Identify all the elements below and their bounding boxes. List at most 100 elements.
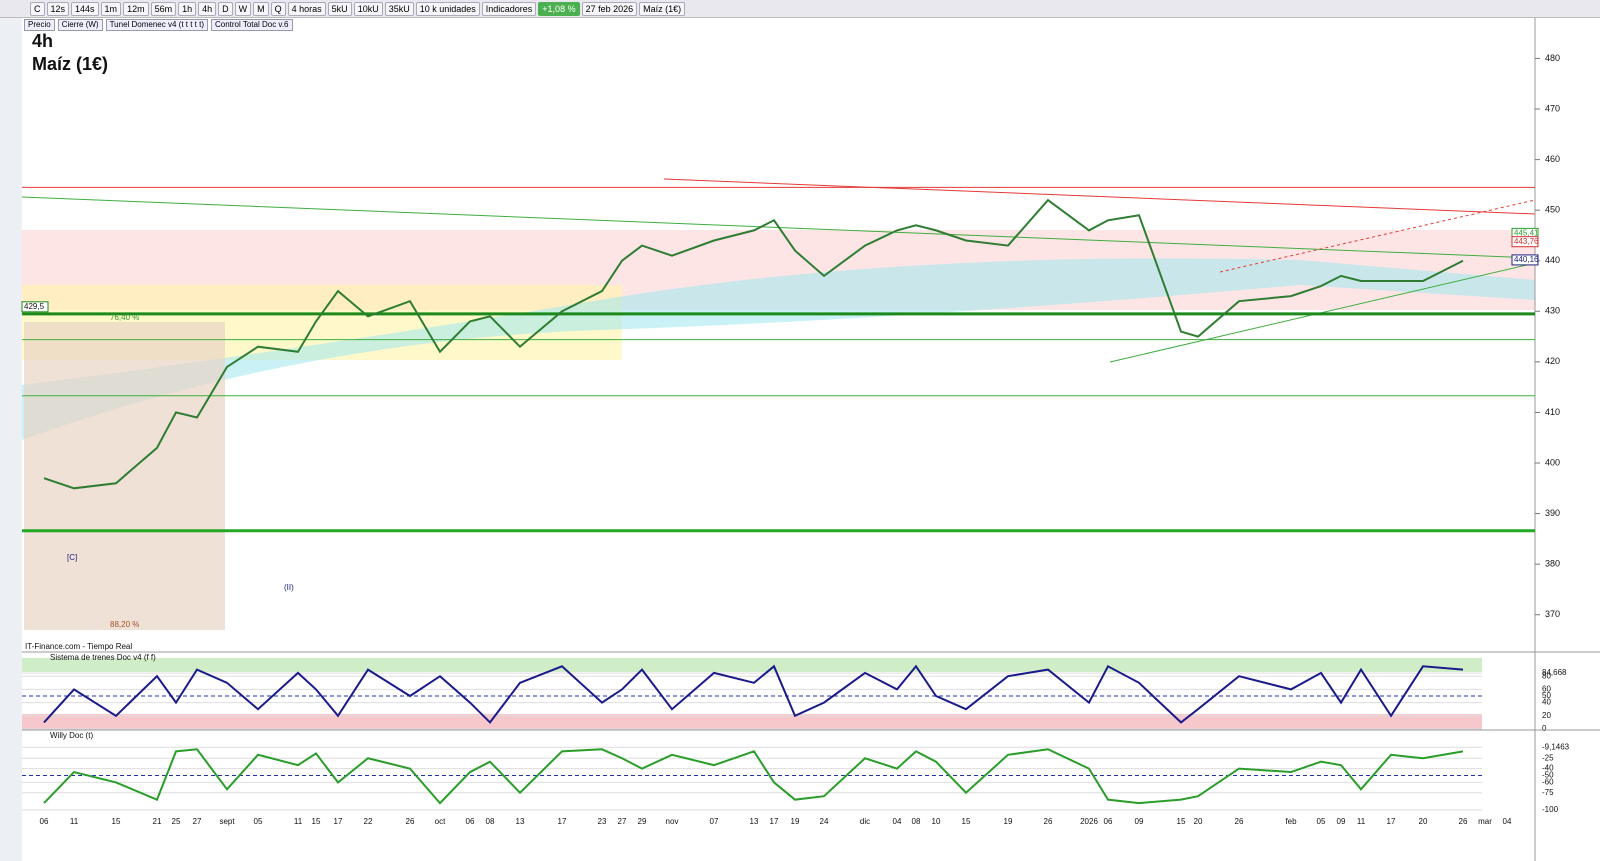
y-tick-label: 40 xyxy=(1542,698,1551,707)
x-tick-label: 17 xyxy=(770,817,779,826)
trendline xyxy=(663,178,1536,215)
panel-title: Sistema de trenes Doc v4 (f f) xyxy=(50,653,156,662)
x-tick-label: 10 xyxy=(932,817,941,826)
y-tick-label: 440 xyxy=(1545,255,1560,265)
x-tick-label: 2026 xyxy=(1080,817,1098,826)
band xyxy=(22,258,1535,440)
x-tick-label: 13 xyxy=(750,817,759,826)
toolbar-button[interactable]: 35kU xyxy=(384,1,414,16)
toolbar-button[interactable]: 56m xyxy=(150,1,177,16)
x-tick-label: 17 xyxy=(1387,817,1396,826)
x-tick-label: 08 xyxy=(912,817,921,826)
toolbar-button[interactable]: 4 horas xyxy=(287,1,326,16)
x-tick-label: sept xyxy=(219,817,235,826)
price-tag xyxy=(1511,254,1539,266)
x-tick-label: 07 xyxy=(710,817,719,826)
x-tick-label: 15 xyxy=(1177,817,1186,826)
x-tick-label: 26 xyxy=(406,817,415,826)
toolbar-button[interactable]: M xyxy=(253,1,269,16)
y-tick-label: 430 xyxy=(1545,306,1560,316)
x-tick-label: 15 xyxy=(312,817,321,826)
annotation: (II) xyxy=(284,583,294,592)
x-tick-label: 15 xyxy=(962,817,971,826)
x-tick-label: 08 xyxy=(486,817,495,826)
price-change: +1,08 % xyxy=(538,1,580,16)
price-tag xyxy=(21,301,49,313)
x-tick-label: 09 xyxy=(1135,817,1144,826)
annotation: 76,40 % xyxy=(110,313,139,322)
side-toolbar xyxy=(0,18,22,861)
y-tick-label: 400 xyxy=(1545,457,1560,467)
annotation: 88,20 % xyxy=(110,620,139,629)
x-tick-label: 06 xyxy=(466,817,475,826)
price-line xyxy=(43,198,1464,490)
toolbar-button[interactable]: 10kU xyxy=(353,1,383,16)
x-tick-label: 04 xyxy=(1503,817,1512,826)
level-label: 429,5 xyxy=(24,302,45,311)
toolbar-button[interactable]: 144s xyxy=(71,1,99,16)
x-tick-label: 17 xyxy=(334,817,343,826)
toolbar-button[interactable]: 4h xyxy=(198,1,217,16)
legend-entry[interactable]: Tunel Domenec v4 (t t t t t) xyxy=(105,19,208,31)
legend-entry[interactable]: Cierre (W) xyxy=(57,19,103,31)
oscillator-line xyxy=(43,748,1464,805)
zone-low xyxy=(22,714,1482,729)
toolbar-button[interactable]: Q xyxy=(270,1,286,16)
y-tick-label: 60 xyxy=(1542,685,1551,694)
x-tick-label: feb xyxy=(1285,817,1297,826)
price-tag xyxy=(1511,236,1539,248)
legend-entry[interactable]: Control Total Doc v.6 xyxy=(210,19,293,31)
y-tick-label: 450 xyxy=(1545,205,1560,215)
oscillator-line xyxy=(43,664,1464,724)
y-tick-label: 460 xyxy=(1545,154,1560,164)
x-tick-label: 25 xyxy=(172,817,181,826)
x-tick-label: 24 xyxy=(820,817,829,826)
x-tick-label: 26 xyxy=(1459,817,1468,826)
toolbar-button[interactable]: C xyxy=(30,1,45,16)
y-tick-label: -9,1463 xyxy=(1542,742,1570,751)
x-tick-label: 09 xyxy=(1337,817,1346,826)
x-tick-label: 23 xyxy=(598,817,607,826)
y-tick-label: 84,668 xyxy=(1542,668,1567,677)
x-tick-label: 27 xyxy=(193,817,202,826)
toolbar-button[interactable]: Indicadores xyxy=(481,1,537,16)
x-tick-label: 20 xyxy=(1419,817,1428,826)
y-tick-label: -50 xyxy=(1542,771,1554,780)
x-tick-label: 11 xyxy=(70,817,79,826)
x-tick-label: 06 xyxy=(40,817,49,826)
x-tick-label: 06 xyxy=(1104,817,1113,826)
toolbar-button[interactable]: W xyxy=(234,1,252,16)
toolbar-button[interactable]: 10 k unidades xyxy=(415,1,480,16)
toolbar-button[interactable]: 1m xyxy=(100,1,122,16)
y-tick-label: 370 xyxy=(1545,609,1560,619)
panel-title: Willy Doc (t) xyxy=(50,731,93,740)
y-tick-label: -40 xyxy=(1542,764,1554,773)
instrument: Maíz (1€) xyxy=(639,1,686,16)
x-tick-label: 19 xyxy=(1004,817,1013,826)
y-tick-label: 380 xyxy=(1545,559,1560,569)
y-tick-label: 480 xyxy=(1545,53,1560,63)
price-tag-label: 443,76 xyxy=(1514,237,1539,246)
y-tick-label: -25 xyxy=(1542,753,1554,762)
legend-entry[interactable]: Precio xyxy=(24,19,55,31)
price-tag-label: 440,16 xyxy=(1514,255,1539,264)
y-tick-label: 0 xyxy=(1542,724,1547,733)
y-tick-label: -100 xyxy=(1542,805,1559,814)
y-tick-label: 420 xyxy=(1545,356,1560,366)
annotation: [C] xyxy=(67,553,77,562)
toolbar-button[interactable]: D xyxy=(218,1,233,16)
x-tick-label: 21 xyxy=(153,817,162,826)
toolbar-button[interactable]: 5kU xyxy=(327,1,352,16)
legend: Precio Cierre (W) Tunel Domenec v4 (t t t … xyxy=(24,19,293,31)
zone-high xyxy=(22,658,1482,672)
x-tick-label: 17 xyxy=(558,817,567,826)
y-tick-label: 80 xyxy=(1542,671,1551,680)
toolbar-button[interactable]: 12m xyxy=(123,1,149,16)
x-tick-label: 11 xyxy=(1357,817,1366,826)
toolbar-button[interactable]: 12s xyxy=(46,1,70,16)
y-tick-label: -60 xyxy=(1542,778,1554,787)
date: 27 feb 2026 xyxy=(581,1,638,16)
x-tick-label: mar xyxy=(1478,817,1492,826)
toolbar-button[interactable]: 1h xyxy=(178,1,197,16)
